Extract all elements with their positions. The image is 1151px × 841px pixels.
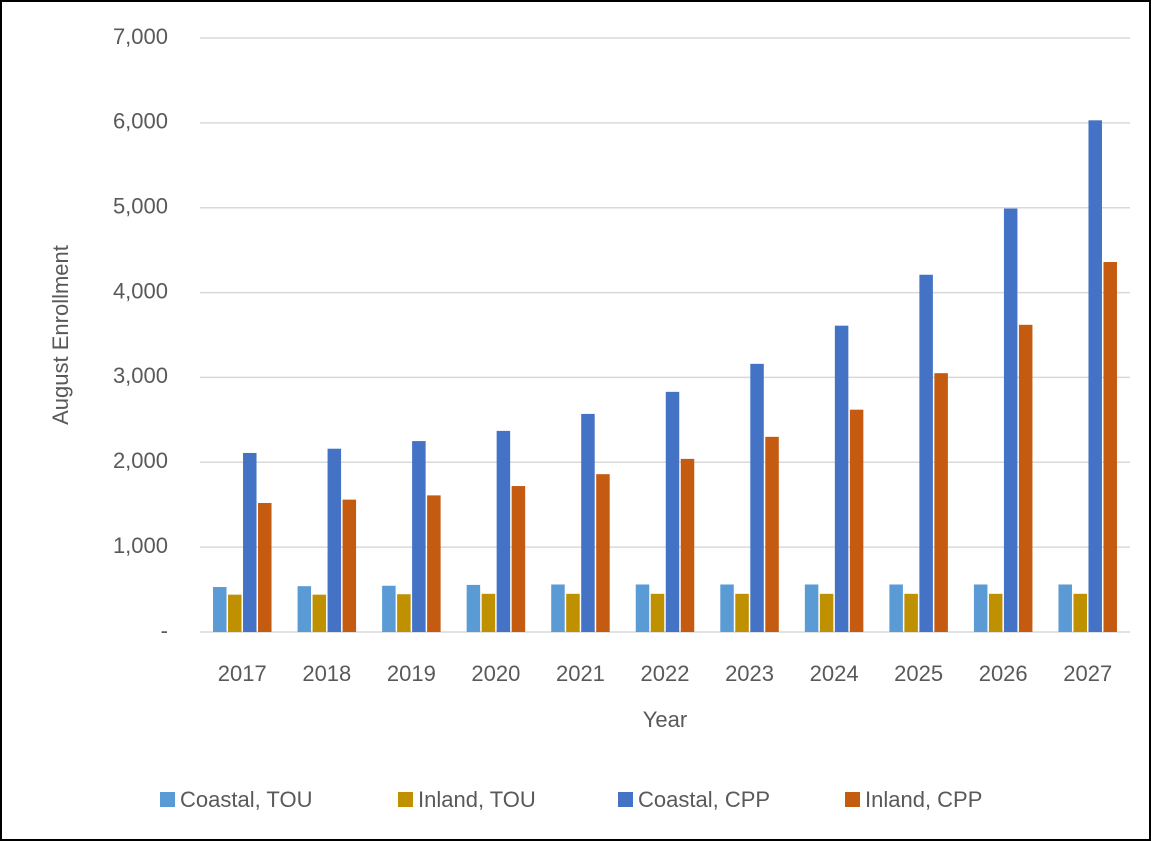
bar [566,593,580,632]
bar [481,593,496,632]
bar [581,413,595,632]
bar [1003,208,1018,632]
y-tick-label: 3,000 [113,363,168,388]
y-tick-label: 6,000 [113,109,168,134]
bar [735,593,749,632]
legend-swatch [845,792,860,807]
y-axis-title: August Enrollment [48,245,73,425]
x-tick-label: 2025 [894,661,943,686]
bar [720,584,734,632]
x-tick-label: 2019 [387,661,436,686]
bar [1018,324,1033,632]
y-tick-label: 2,000 [113,448,168,473]
bar [551,584,565,632]
bar [1073,593,1087,632]
legend-swatch [398,792,413,807]
bar [804,584,819,632]
x-tick-label: 2020 [471,661,520,686]
bar [397,594,411,632]
bar [342,499,357,632]
legend-label: Coastal, TOU [180,787,312,812]
x-tick-label: 2026 [979,661,1028,686]
legend-swatch [618,792,633,807]
bar [466,584,481,632]
x-tick-label: 2023 [725,661,774,686]
x-tick-label: 2018 [302,661,351,686]
bar [243,452,257,632]
bar [511,486,526,632]
bar [412,441,426,632]
bar [228,594,242,632]
y-tick-label: 5,000 [113,194,168,219]
bar [312,594,327,632]
bar [849,409,864,632]
bar [919,274,933,632]
x-tick-label: 2022 [641,661,690,686]
bar [750,363,764,632]
y-tick-label: 7,000 [113,24,168,49]
bar [297,586,312,632]
bar [258,503,272,632]
bar [1103,262,1117,632]
bar [834,325,849,632]
bar [680,458,695,632]
bar [496,430,511,632]
legend-swatch [160,792,175,807]
bar [213,587,227,632]
bar [382,585,396,632]
bar [1058,584,1072,632]
x-tick-label: 2027 [1063,661,1112,686]
bar [988,593,1003,632]
x-tick-label: 2024 [810,661,859,686]
bar [934,373,948,632]
y-tick-label: - [161,618,168,643]
bar [635,584,650,632]
bar [650,593,665,632]
bar [1088,120,1102,632]
bar [427,495,441,632]
bar [973,584,988,632]
x-tick-label: 2021 [556,661,605,686]
y-tick-label: 4,000 [113,278,168,303]
x-tick-label: 2017 [218,661,267,686]
bar [904,593,918,632]
legend-label: Inland, TOU [418,787,536,812]
y-tick-label: 1,000 [113,533,168,558]
bar [327,448,342,632]
bar [665,391,680,632]
bar [596,474,610,632]
bar [765,436,779,632]
bar [819,593,834,632]
x-axis-title: Year [643,707,687,732]
legend-label: Inland, CPP [865,787,982,812]
bar [889,584,903,632]
legend-label: Coastal, CPP [638,787,770,812]
